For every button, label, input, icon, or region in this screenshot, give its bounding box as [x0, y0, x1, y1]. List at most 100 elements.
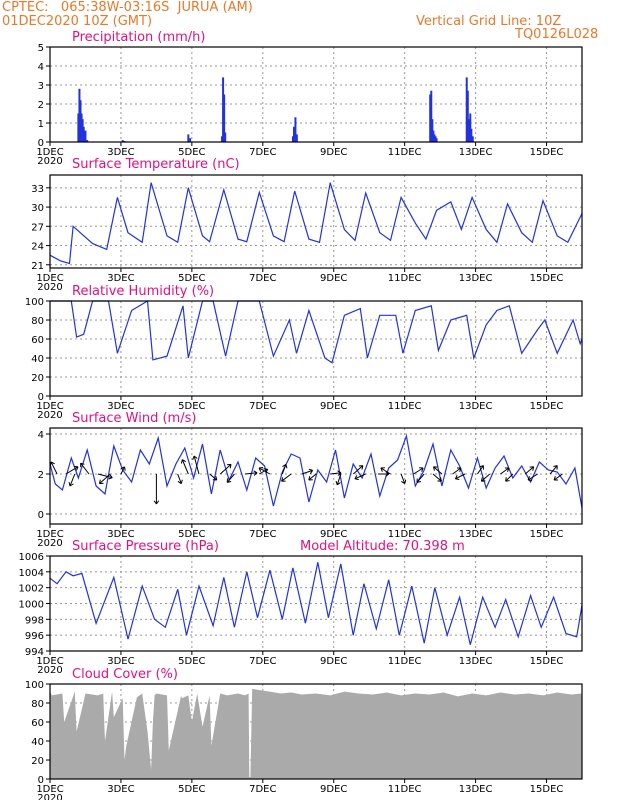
precip-bar — [221, 136, 224, 142]
cloud-ytick-label: 60 — [31, 718, 44, 729]
wind-arrowhead — [553, 465, 558, 470]
precip-bar — [468, 119, 471, 142]
precip-bar — [86, 140, 89, 142]
rh-xtick-label: 11DEC — [388, 401, 422, 412]
temp-xtick-label: 5DEC — [178, 273, 205, 284]
wind-arrow — [380, 467, 391, 475]
temp-panel: 21 24 27 30 33 1DEC 3DEC 5DEC 7DEC 9DEC 11DEC 13DEC… — [31, 157, 583, 293]
wind-arrowhead — [99, 479, 104, 485]
wind-arrowhead — [80, 462, 85, 468]
wind-xtick-label: 7DEC — [249, 529, 276, 540]
pres-title: Surface Pressure (hPa) — [72, 539, 219, 554]
wind-arrowhead — [480, 477, 486, 482]
precip-bar — [466, 90, 469, 142]
wind-xtick-label: 5DEC — [178, 529, 205, 540]
temp-ytick-label: 33 — [31, 184, 44, 195]
wind-arrowhead — [281, 477, 286, 482]
wind-arrow — [416, 473, 425, 483]
wind-arrowhead — [226, 478, 232, 483]
wind-arrow — [301, 469, 313, 475]
temp-xtick-label: 7DEC — [249, 273, 276, 284]
rh-panel: 0 20 40 60 80 100 1DEC 3DEC 5DEC 7DEC 9DEC 11DEC 13D… — [25, 284, 583, 421]
precip-ytick-label: 3 — [38, 81, 44, 92]
wind-arrowhead — [258, 467, 264, 472]
header-datetime: 01DEC2020 10Z (GMT) — [2, 14, 153, 29]
temp-xtick-label: 3DEC — [107, 273, 134, 284]
temp-xtick-label: 9DEC — [320, 273, 347, 284]
pres-ytick-label: 1000 — [19, 600, 44, 611]
wind-arrow — [524, 466, 534, 475]
wind-arrowhead — [49, 461, 55, 467]
wind-arrowhead — [73, 465, 79, 471]
wind-arrowhead — [380, 467, 385, 472]
pres-xtick-label: 3DEC — [107, 656, 134, 667]
wind-arrow — [69, 473, 76, 487]
wind-arrowhead — [358, 465, 364, 470]
wind-arrowhead — [308, 475, 313, 481]
rh-title: Relative Humidity (%) — [72, 284, 214, 299]
precip-bar — [293, 126, 296, 142]
wind-ytick-label: 2 — [38, 470, 44, 481]
wind-arrowhead — [308, 468, 314, 474]
pres-xtick-label: 13DEC — [459, 656, 493, 667]
precip-bar — [432, 130, 435, 142]
wind-arrowhead — [192, 455, 198, 460]
wind-panel: 0 2 4 1DEC 3DEC 5DEC 7DEC 9DEC 11DEC 13DEC 15DEC 20… — [36, 411, 583, 549]
precip-bar — [431, 119, 434, 142]
wind-arrow — [330, 472, 342, 475]
temp-xtick-label: 15DEC — [530, 273, 564, 284]
cloud-xtick-label: 1DEC — [36, 784, 63, 795]
wind-arrowhead — [454, 475, 460, 480]
wind-arrow — [452, 467, 462, 475]
cloud-xtick-label: 3DEC — [107, 784, 134, 795]
precip-panel: 0 1 2 3 4 5 1DEC 3DEC 5DEC 7DEC 9DEC 11DEC 13DEC 15DE… — [36, 30, 583, 167]
header-location: CPTEC: 065:38W-03:16S JURUA (AM) — [2, 0, 253, 15]
temp-xtick-label: 13DEC — [459, 273, 493, 284]
wind-arrowhead — [108, 474, 113, 480]
wind-arrowhead — [335, 480, 341, 486]
precip-xtick-label: 7DEC — [249, 147, 276, 158]
wind-arrow — [97, 473, 113, 479]
precip-bar — [294, 117, 297, 142]
precip-bar — [430, 90, 433, 142]
wind-ytick-label: 0 — [38, 510, 44, 521]
wind-arrowhead — [227, 463, 232, 469]
header-grid-note: Vertical Grid Line: 10Z — [416, 14, 562, 29]
rh-ytick-label: 20 — [31, 373, 44, 384]
wind-arrowhead — [433, 466, 438, 471]
precip-bar — [433, 134, 436, 142]
precip-year-label: 2020 — [37, 156, 62, 167]
precip-xtick-label: 11DEC — [388, 147, 422, 158]
wind-arrow — [549, 465, 558, 475]
rh-xtick-label: 3DEC — [107, 401, 134, 412]
wind-arrowhead — [177, 479, 183, 485]
precip-ytick-label: 4 — [38, 62, 44, 73]
precip-bar — [435, 138, 438, 142]
wind-arrow — [476, 465, 484, 475]
precip-bar — [295, 134, 298, 142]
wind-arrow — [308, 473, 317, 481]
cloud-xtick-label: 11DEC — [388, 784, 422, 795]
wind-arrowhead — [401, 479, 407, 485]
wind-ytick-label: 4 — [38, 430, 44, 441]
pres-xtick-label: 7DEC — [249, 656, 276, 667]
precip-bar — [465, 77, 468, 142]
wind-vectors — [49, 455, 563, 505]
temp-ytick-label: 24 — [31, 242, 44, 253]
cloud-xtick-label: 7DEC — [249, 784, 276, 795]
cloud-ytick-label: 40 — [31, 737, 44, 748]
precip-bar — [434, 136, 437, 142]
pres-ytick-label: 1004 — [19, 568, 44, 579]
pres-ytick-label: 996 — [25, 631, 44, 642]
pres-line — [49, 562, 583, 645]
wind-xtick-label: 1DEC — [36, 529, 63, 540]
header-code: TQ0126L028 — [515, 27, 599, 42]
cloud-title: Cloud Cover (%) — [72, 667, 178, 682]
wind-title: Surface Wind (m/s) — [72, 411, 196, 426]
temp-line — [49, 182, 583, 265]
precip-bar — [429, 94, 432, 142]
pres-ytick-label: 994 — [25, 647, 44, 658]
precip-bar — [82, 126, 85, 142]
wind-arrow — [80, 462, 90, 475]
precip-ytick-label: 0 — [38, 138, 44, 149]
